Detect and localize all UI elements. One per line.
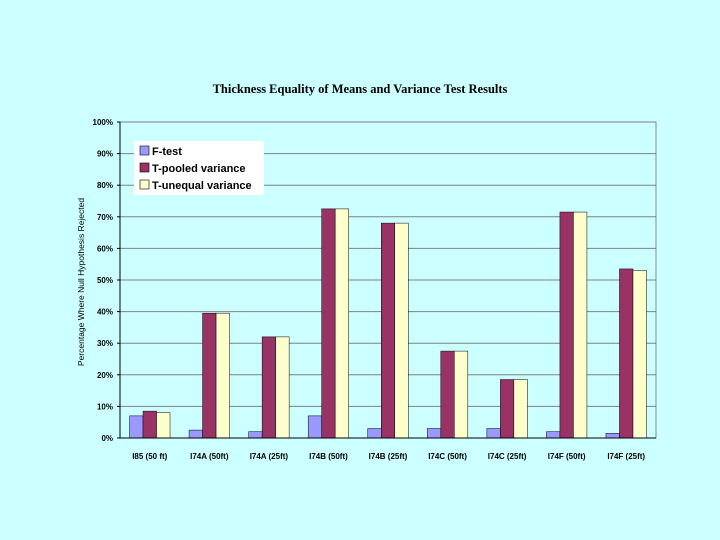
x-tick-label: I74C (25ft) <box>488 452 527 461</box>
bar <box>454 350 469 439</box>
bars <box>129 208 647 439</box>
bar <box>513 379 528 439</box>
y-tick-label: 30% <box>97 339 113 348</box>
y-tick-label: 80% <box>97 181 113 190</box>
y-tick-label: 100% <box>93 118 113 127</box>
bar <box>321 208 336 439</box>
bar <box>142 410 157 439</box>
legend-swatch <box>139 179 150 190</box>
x-tick-label: I74A (25ft) <box>250 452 289 461</box>
y-tick-label: 90% <box>97 150 113 159</box>
bar <box>559 211 574 439</box>
x-tick-label: I74C (50ft) <box>428 452 467 461</box>
x-tick-label: I85 (50 ft) <box>132 452 167 461</box>
x-tick-label: I74B (25ft) <box>369 452 408 461</box>
chart-title: Thickness Equality of Means and Variance… <box>213 82 508 96</box>
bar <box>440 350 455 439</box>
bar <box>427 428 442 439</box>
y-tick-label: 70% <box>97 213 113 222</box>
x-tick-label: I74A (50ft) <box>190 452 229 461</box>
legend: F-test T-pooled variance T-unequal varianc… <box>134 141 264 195</box>
legend-label: F-test <box>152 146 182 158</box>
bar <box>500 379 515 439</box>
bar <box>129 415 144 439</box>
y-tick-label: 20% <box>97 371 113 380</box>
bar <box>546 431 561 439</box>
bar <box>188 429 203 439</box>
y-tick-label: 0% <box>101 434 113 443</box>
x-tick-label: I74F (25ft) <box>607 452 645 461</box>
y-tick-label: 40% <box>97 308 113 317</box>
bar <box>334 208 349 439</box>
legend-label: T-unequal variance <box>152 180 252 192</box>
bar <box>573 211 588 439</box>
legend-swatch <box>139 162 150 173</box>
x-tick-label: I74F (50ft) <box>548 452 586 461</box>
bar <box>619 268 634 439</box>
legend-box <box>134 141 264 195</box>
x-axis-ticks: I85 (50 ft) I74A (50ft) I74A (25ft) I74B (5… <box>132 452 645 461</box>
bar <box>367 428 382 439</box>
bar <box>381 222 395 439</box>
y-axis-label: Percentage Where Null Hypothesis Rejecte… <box>76 198 86 366</box>
bar <box>156 412 171 439</box>
bar <box>248 431 263 439</box>
bar <box>202 312 217 439</box>
bar <box>261 336 276 439</box>
bar <box>486 428 501 439</box>
bar <box>605 433 620 439</box>
bar <box>394 222 409 439</box>
bar <box>632 270 647 439</box>
legend-swatch <box>139 145 150 156</box>
bar <box>215 312 230 439</box>
y-tick-label: 60% <box>97 244 113 253</box>
y-tick-label: 10% <box>97 402 113 411</box>
bar <box>275 336 290 439</box>
bar <box>307 415 322 439</box>
x-tick-label: I74B (50ft) <box>309 452 348 461</box>
y-tick-label: 50% <box>97 276 113 285</box>
y-axis-ticks: 0% 10% 20% 30% 40% 50% 60% 70% 80% 90% 100% <box>93 118 120 443</box>
legend-label: T-pooled variance <box>152 163 246 175</box>
